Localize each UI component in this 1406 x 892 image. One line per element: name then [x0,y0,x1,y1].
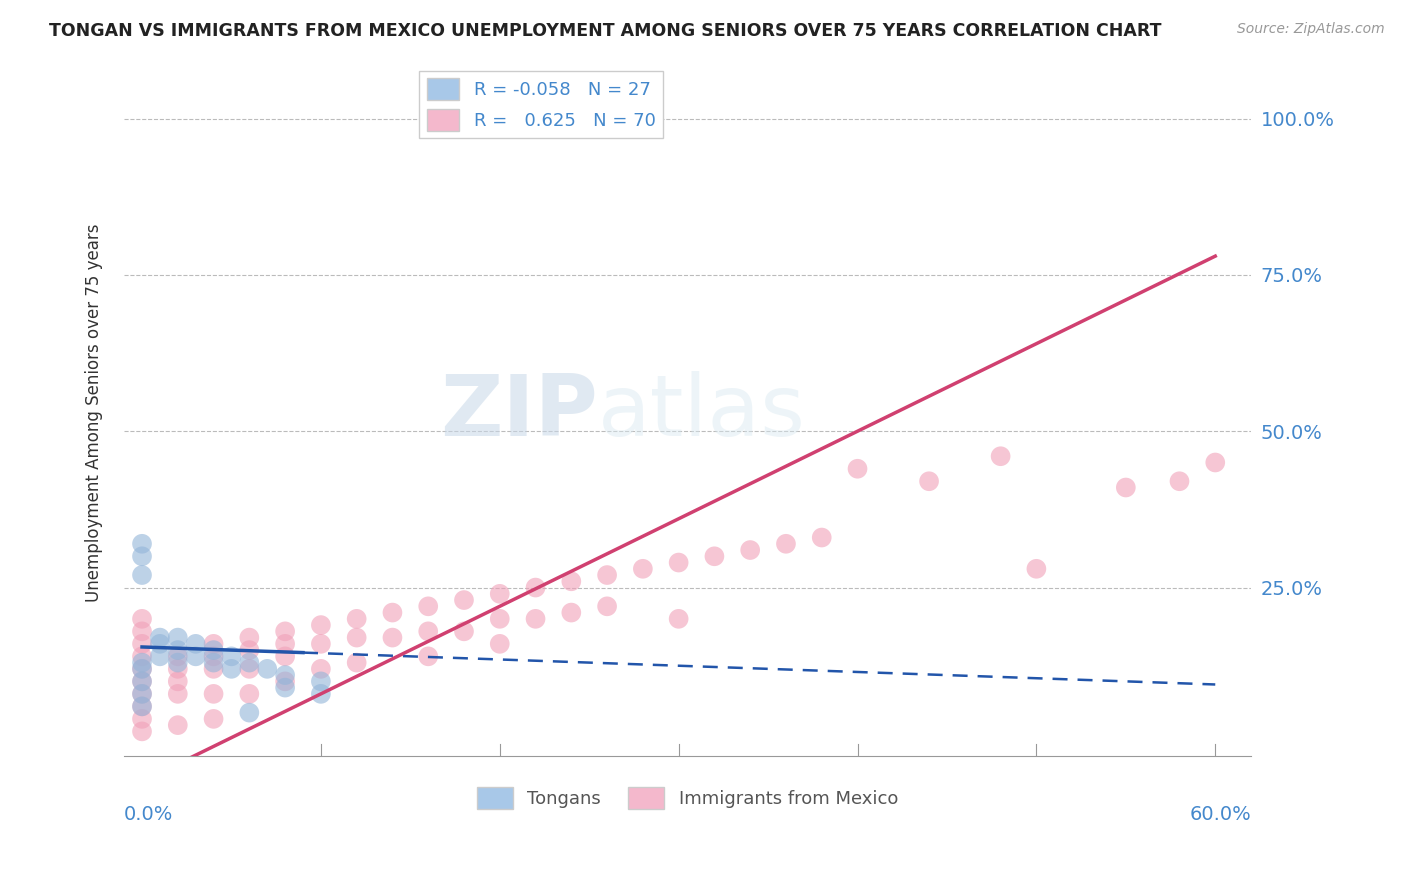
Point [131,568,153,582]
Point [631,562,654,576]
Point [274,681,297,695]
Point [131,656,153,670]
Point [346,656,368,670]
Point [131,712,153,726]
Point [166,649,188,664]
Point [166,687,188,701]
Point [221,649,243,664]
Point [309,637,332,651]
Text: TONGAN VS IMMIGRANTS FROM MEXICO UNEMPLOYMENT AMONG SENIORS OVER 75 YEARS CORREL: TONGAN VS IMMIGRANTS FROM MEXICO UNEMPLO… [49,22,1161,40]
Point [560,606,582,620]
Point [202,712,225,726]
Point [309,618,332,632]
Point [418,649,440,664]
Point [184,649,207,664]
Point [202,643,225,657]
Point [524,581,547,595]
Point [309,687,332,701]
Point [596,599,619,614]
Point [131,537,153,551]
Point [131,699,153,714]
Point [166,643,188,657]
Point [274,668,297,682]
Point [346,612,368,626]
Text: atlas: atlas [598,371,806,454]
Point [238,706,260,720]
Point [488,637,510,651]
Point [184,637,207,651]
Legend: Tongans, Immigrants from Mexico: Tongans, Immigrants from Mexico [470,780,905,816]
Point [990,449,1012,463]
Point [1025,562,1047,576]
Point [596,568,619,582]
Point [274,674,297,689]
Text: Source: ZipAtlas.com: Source: ZipAtlas.com [1237,22,1385,37]
Point [238,662,260,676]
Point [202,687,225,701]
Point [453,624,475,639]
Point [560,574,582,589]
Point [166,631,188,645]
Text: 60.0%: 60.0% [1189,805,1251,823]
Point [1168,475,1191,489]
Point [453,593,475,607]
Point [131,649,153,664]
Point [274,624,297,639]
Point [131,674,153,689]
Point [1204,455,1226,469]
Point [166,674,188,689]
Point [166,656,188,670]
Point [918,475,941,489]
Point [131,724,153,739]
Point [740,543,762,558]
Point [166,662,188,676]
Point [1115,481,1137,495]
Point [274,637,297,651]
Point [524,612,547,626]
Point [202,649,225,664]
Point [131,624,153,639]
Point [488,587,510,601]
Point [131,687,153,701]
Point [131,637,153,651]
Point [309,674,332,689]
Point [131,662,153,676]
Point [131,662,153,676]
Point [381,606,404,620]
Point [131,612,153,626]
Point [668,556,690,570]
Point [846,461,869,475]
Point [202,637,225,651]
Point [149,649,172,664]
Point [202,656,225,670]
Point [381,631,404,645]
Point [418,599,440,614]
Point [238,656,260,670]
Text: 0.0%: 0.0% [124,805,173,823]
Text: ZIP: ZIP [440,371,598,454]
Point [274,649,297,664]
Point [131,674,153,689]
Point [131,699,153,714]
Point [238,631,260,645]
Point [256,662,278,676]
Point [810,531,832,545]
Point [238,687,260,701]
Point [346,631,368,645]
Point [703,549,725,564]
Point [221,662,243,676]
Y-axis label: Unemployment Among Seniors over 75 years: Unemployment Among Seniors over 75 years [86,223,103,602]
Point [309,662,332,676]
Point [202,662,225,676]
Point [488,612,510,626]
Point [238,643,260,657]
Point [418,624,440,639]
Point [668,612,690,626]
Point [131,687,153,701]
Point [166,718,188,732]
Point [149,631,172,645]
Point [131,549,153,564]
Point [149,637,172,651]
Point [775,537,797,551]
